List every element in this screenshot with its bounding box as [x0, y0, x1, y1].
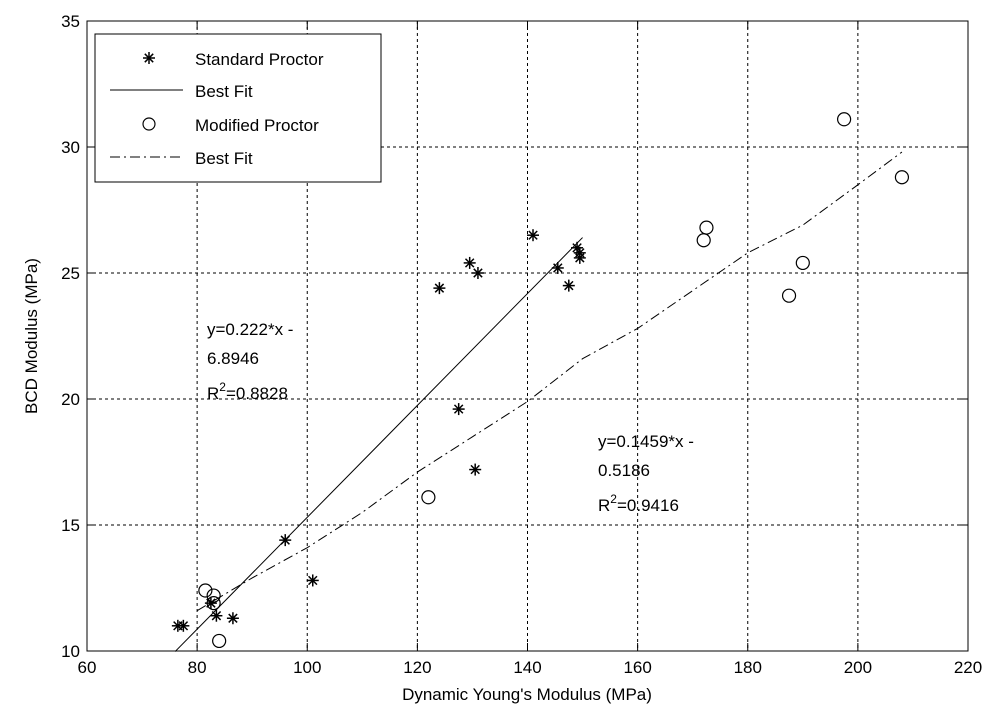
legend-entry-best-fit-solid: Best Fit	[110, 82, 253, 101]
annotation-r2: R2=0.9416	[598, 492, 679, 515]
best-fit-line-standard	[174, 237, 583, 652]
x-tick-label: 200	[844, 658, 872, 677]
x-tick-label: 120	[403, 658, 431, 677]
y-tick-label: 35	[61, 12, 80, 31]
star-marker	[469, 463, 482, 476]
legend: Standard Proctor Best Fit Modified Proct…	[94, 33, 382, 183]
x-axis-ticks: 60 80 100 120 140 160 180 200 220	[78, 21, 982, 677]
circle-marker	[699, 220, 714, 235]
x-tick-label: 100	[293, 658, 321, 677]
star-marker	[143, 52, 155, 64]
y-axis-ticks: 10 15 20 25 30 35	[61, 12, 968, 661]
x-tick-label: 220	[954, 658, 982, 677]
x-axis-title: Dynamic Young's Modulus (MPa)	[402, 685, 652, 704]
legend-label: Modified Proctor	[195, 116, 319, 135]
legend-box	[94, 33, 382, 183]
annotation-intercept: 0.5186	[598, 461, 650, 480]
legend-label: Best Fit	[195, 82, 253, 101]
annotation-modified-fit: y=0.1459*x - 0.5186 R2=0.9416	[598, 432, 694, 515]
y-tick-label: 25	[61, 264, 80, 283]
star-marker	[306, 574, 319, 587]
circle-marker	[212, 633, 227, 649]
legend-entry-best-fit-dashdot: Best Fit	[110, 149, 253, 168]
fit-lines	[174, 151, 903, 652]
circle-marker	[795, 255, 810, 271]
data-markers	[171, 112, 910, 649]
circle-marker-icon	[142, 117, 156, 131]
annotation-standard-fit: y=0.222*x - 6.8946 R2=0.8828	[207, 320, 293, 403]
circle-marker	[837, 112, 852, 127]
best-fit-line-modified	[196, 151, 903, 612]
star-marker	[562, 279, 575, 292]
star-marker	[177, 619, 190, 632]
circle-marker	[421, 490, 436, 505]
y-tick-label: 20	[61, 390, 80, 409]
star-marker	[527, 229, 540, 242]
x-tick-label: 140	[513, 658, 541, 677]
circle-marker	[198, 583, 213, 598]
circle-marker	[206, 588, 221, 603]
x-tick-label: 80	[188, 658, 207, 677]
legend-label: Best Fit	[195, 149, 253, 168]
gridlines	[87, 21, 968, 651]
circle-marker	[206, 596, 221, 611]
x-tick-label: 180	[734, 658, 762, 677]
legend-label: Standard Proctor	[195, 50, 324, 69]
star-marker	[279, 534, 292, 547]
legend-entry-standard-proctor: Standard Proctor	[143, 50, 324, 69]
y-axis-title: BCD Modulus (MPa)	[22, 258, 41, 414]
star-marker	[433, 282, 446, 295]
y-tick-label: 30	[61, 138, 80, 157]
annotation-equation: y=0.1459*x -	[598, 432, 694, 451]
circle-marker	[894, 170, 910, 185]
star-marker	[463, 256, 476, 269]
star-marker-icon	[143, 52, 155, 64]
x-tick-label: 60	[78, 658, 97, 677]
circle-marker	[781, 288, 797, 303]
star-marker	[452, 403, 465, 416]
star-marker	[226, 612, 239, 625]
star-marker	[471, 267, 484, 279]
star-marker	[573, 251, 586, 264]
legend-entry-modified-proctor: Modified Proctor	[142, 116, 319, 135]
x-tick-label: 160	[623, 658, 651, 677]
annotation-intercept: 6.8946	[207, 349, 259, 368]
y-tick-label: 10	[61, 642, 80, 661]
star-marker	[551, 261, 564, 274]
y-tick-label: 15	[61, 516, 80, 535]
annotation-equation: y=0.222*x -	[207, 320, 293, 339]
annotation-r2: R2=0.8828	[207, 380, 288, 403]
star-marker	[210, 609, 223, 622]
